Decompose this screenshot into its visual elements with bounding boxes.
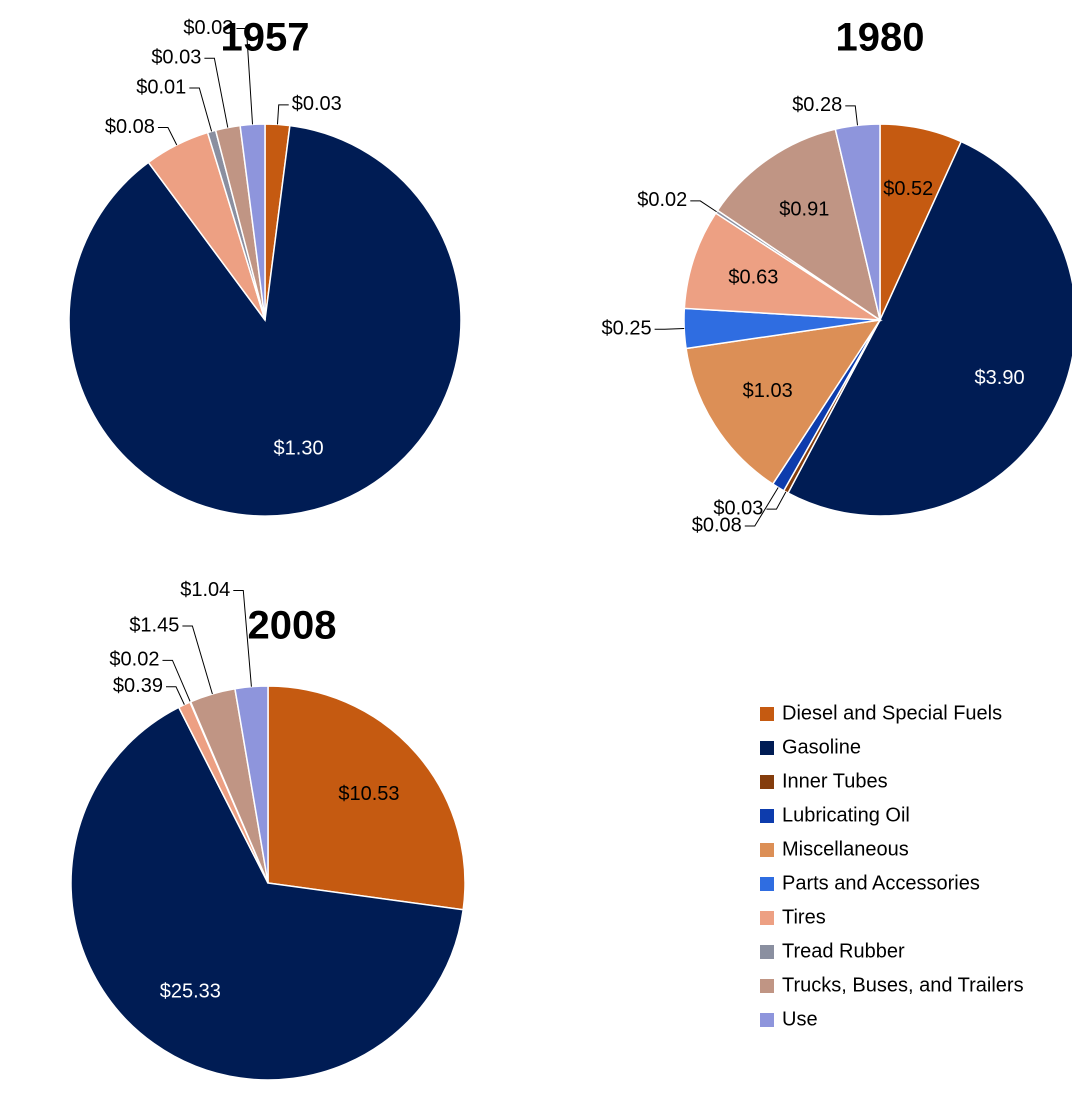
leader-line <box>182 625 213 695</box>
data-label: $0.28 <box>792 94 842 116</box>
data-label: $1.45 <box>129 614 179 636</box>
data-label: $0.03 <box>713 497 763 519</box>
data-label: $0.25 <box>602 318 652 340</box>
legend-swatch <box>760 775 774 789</box>
leader-line <box>204 57 229 128</box>
legend-label: Trucks, Buses, and Trailers <box>782 974 1024 996</box>
legend-swatch <box>760 1013 774 1027</box>
pie-slice <box>267 685 466 911</box>
legend-label: Diesel and Special Fuels <box>782 702 1002 724</box>
data-label: $0.03 <box>183 17 233 39</box>
leader-line <box>766 491 787 510</box>
legend-swatch <box>760 843 774 857</box>
leader-line <box>165 686 185 705</box>
pie-title: 2008 <box>248 604 337 648</box>
legend-swatch <box>760 877 774 891</box>
pie-title: 1957 <box>221 16 310 60</box>
legend-swatch <box>760 979 774 993</box>
leader-line <box>845 105 859 126</box>
pie-slice <box>786 140 1072 517</box>
data-label: $0.63 <box>728 267 778 289</box>
legend-label: Lubricating Oil <box>782 804 910 826</box>
legend-label: Tread Rubber <box>782 940 905 962</box>
data-label: $25.33 <box>160 980 221 1002</box>
pie-slice <box>68 124 462 517</box>
legend-label: Tires <box>782 906 826 928</box>
pie-slice <box>239 123 266 321</box>
data-label: $10.53 <box>338 783 399 805</box>
legend-label: Miscellaneous <box>782 838 909 860</box>
pie-slice <box>683 212 883 321</box>
data-label: $0.39 <box>113 675 163 697</box>
data-label: $0.01 <box>136 76 186 98</box>
data-label: $1.04 <box>180 579 230 601</box>
leader-line <box>276 104 289 125</box>
data-label: $0.02 <box>637 189 687 211</box>
leader-line <box>236 28 254 125</box>
legend-swatch <box>760 707 774 721</box>
legend-label: Inner Tubes <box>782 770 888 792</box>
data-label: $0.08 <box>105 116 155 138</box>
leader-line <box>654 327 685 330</box>
pie-title: 1980 <box>836 16 925 60</box>
pie-slice <box>716 128 882 322</box>
leader-line <box>233 590 252 687</box>
data-label: $0.02 <box>109 649 159 671</box>
legend-swatch <box>760 911 774 925</box>
leader-line <box>157 126 178 146</box>
leader-line <box>162 659 191 703</box>
data-label: $0.08 <box>692 514 742 536</box>
leader-line <box>189 87 213 132</box>
data-label: $0.52 <box>883 178 933 200</box>
pie-slice <box>70 706 465 1081</box>
leader-line <box>690 200 717 213</box>
legend-label: Use <box>782 1008 818 1030</box>
legend-label: Gasoline <box>782 736 861 758</box>
pie-slice <box>685 319 882 486</box>
data-label: $0.91 <box>779 199 829 221</box>
legend-swatch <box>760 809 774 823</box>
legend-swatch <box>760 741 774 755</box>
data-label: $1.30 <box>274 437 324 459</box>
data-label: $1.03 <box>743 380 793 402</box>
legend-label: Parts and Accessories <box>782 872 980 894</box>
leader-line <box>744 487 779 527</box>
data-label: $0.03 <box>292 93 342 115</box>
data-label: $3.90 <box>975 367 1025 389</box>
legend-swatch <box>760 945 774 959</box>
data-label: $0.03 <box>151 47 201 69</box>
pie-slice <box>234 685 269 884</box>
